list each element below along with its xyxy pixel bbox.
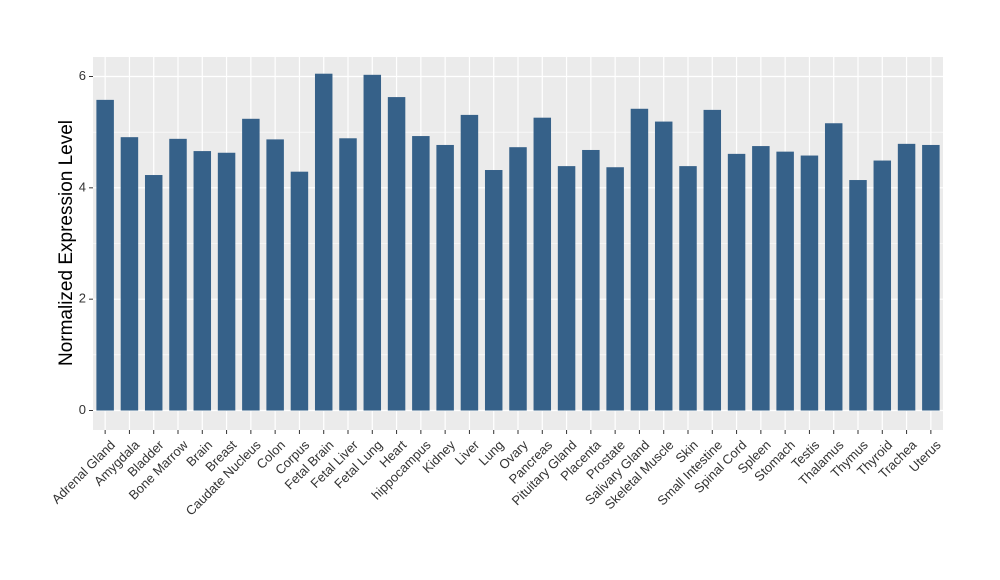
y-tick-label: 0	[79, 402, 86, 417]
bar	[266, 139, 284, 411]
bar	[752, 146, 770, 411]
bar	[557, 166, 576, 411]
y-axis-title: Normalized Expression Level	[56, 120, 77, 366]
bar	[727, 153, 746, 411]
bar	[873, 160, 892, 411]
bar	[824, 123, 843, 411]
bar	[484, 170, 503, 411]
bar	[582, 149, 600, 411]
bar	[509, 147, 527, 411]
bar	[96, 99, 114, 411]
y-tick-label: 6	[79, 68, 86, 83]
bar	[703, 109, 722, 411]
bars	[96, 73, 940, 411]
bar	[800, 155, 819, 411]
bar	[897, 143, 916, 411]
bar	[217, 152, 236, 411]
bar	[679, 166, 697, 411]
bar	[654, 121, 673, 411]
bar	[314, 73, 333, 411]
bar	[436, 144, 454, 411]
bar	[363, 74, 382, 411]
bar	[242, 118, 260, 411]
bar	[922, 144, 940, 411]
bar	[460, 114, 479, 411]
bar	[193, 151, 212, 411]
y-tick-label: 2	[79, 291, 86, 306]
bar	[120, 137, 139, 411]
y-axis: 0 2 4 6	[79, 68, 93, 417]
bar	[533, 117, 552, 411]
bar	[339, 138, 357, 411]
bar	[630, 108, 649, 411]
bar	[412, 136, 430, 411]
bar	[144, 175, 163, 411]
bar	[606, 167, 624, 411]
y-tick-label: 4	[79, 179, 86, 194]
bar	[776, 151, 794, 411]
bar	[387, 97, 406, 411]
bar	[290, 171, 309, 411]
bar	[849, 180, 867, 411]
bar	[169, 138, 187, 411]
x-tick-label: Liver	[452, 437, 483, 468]
